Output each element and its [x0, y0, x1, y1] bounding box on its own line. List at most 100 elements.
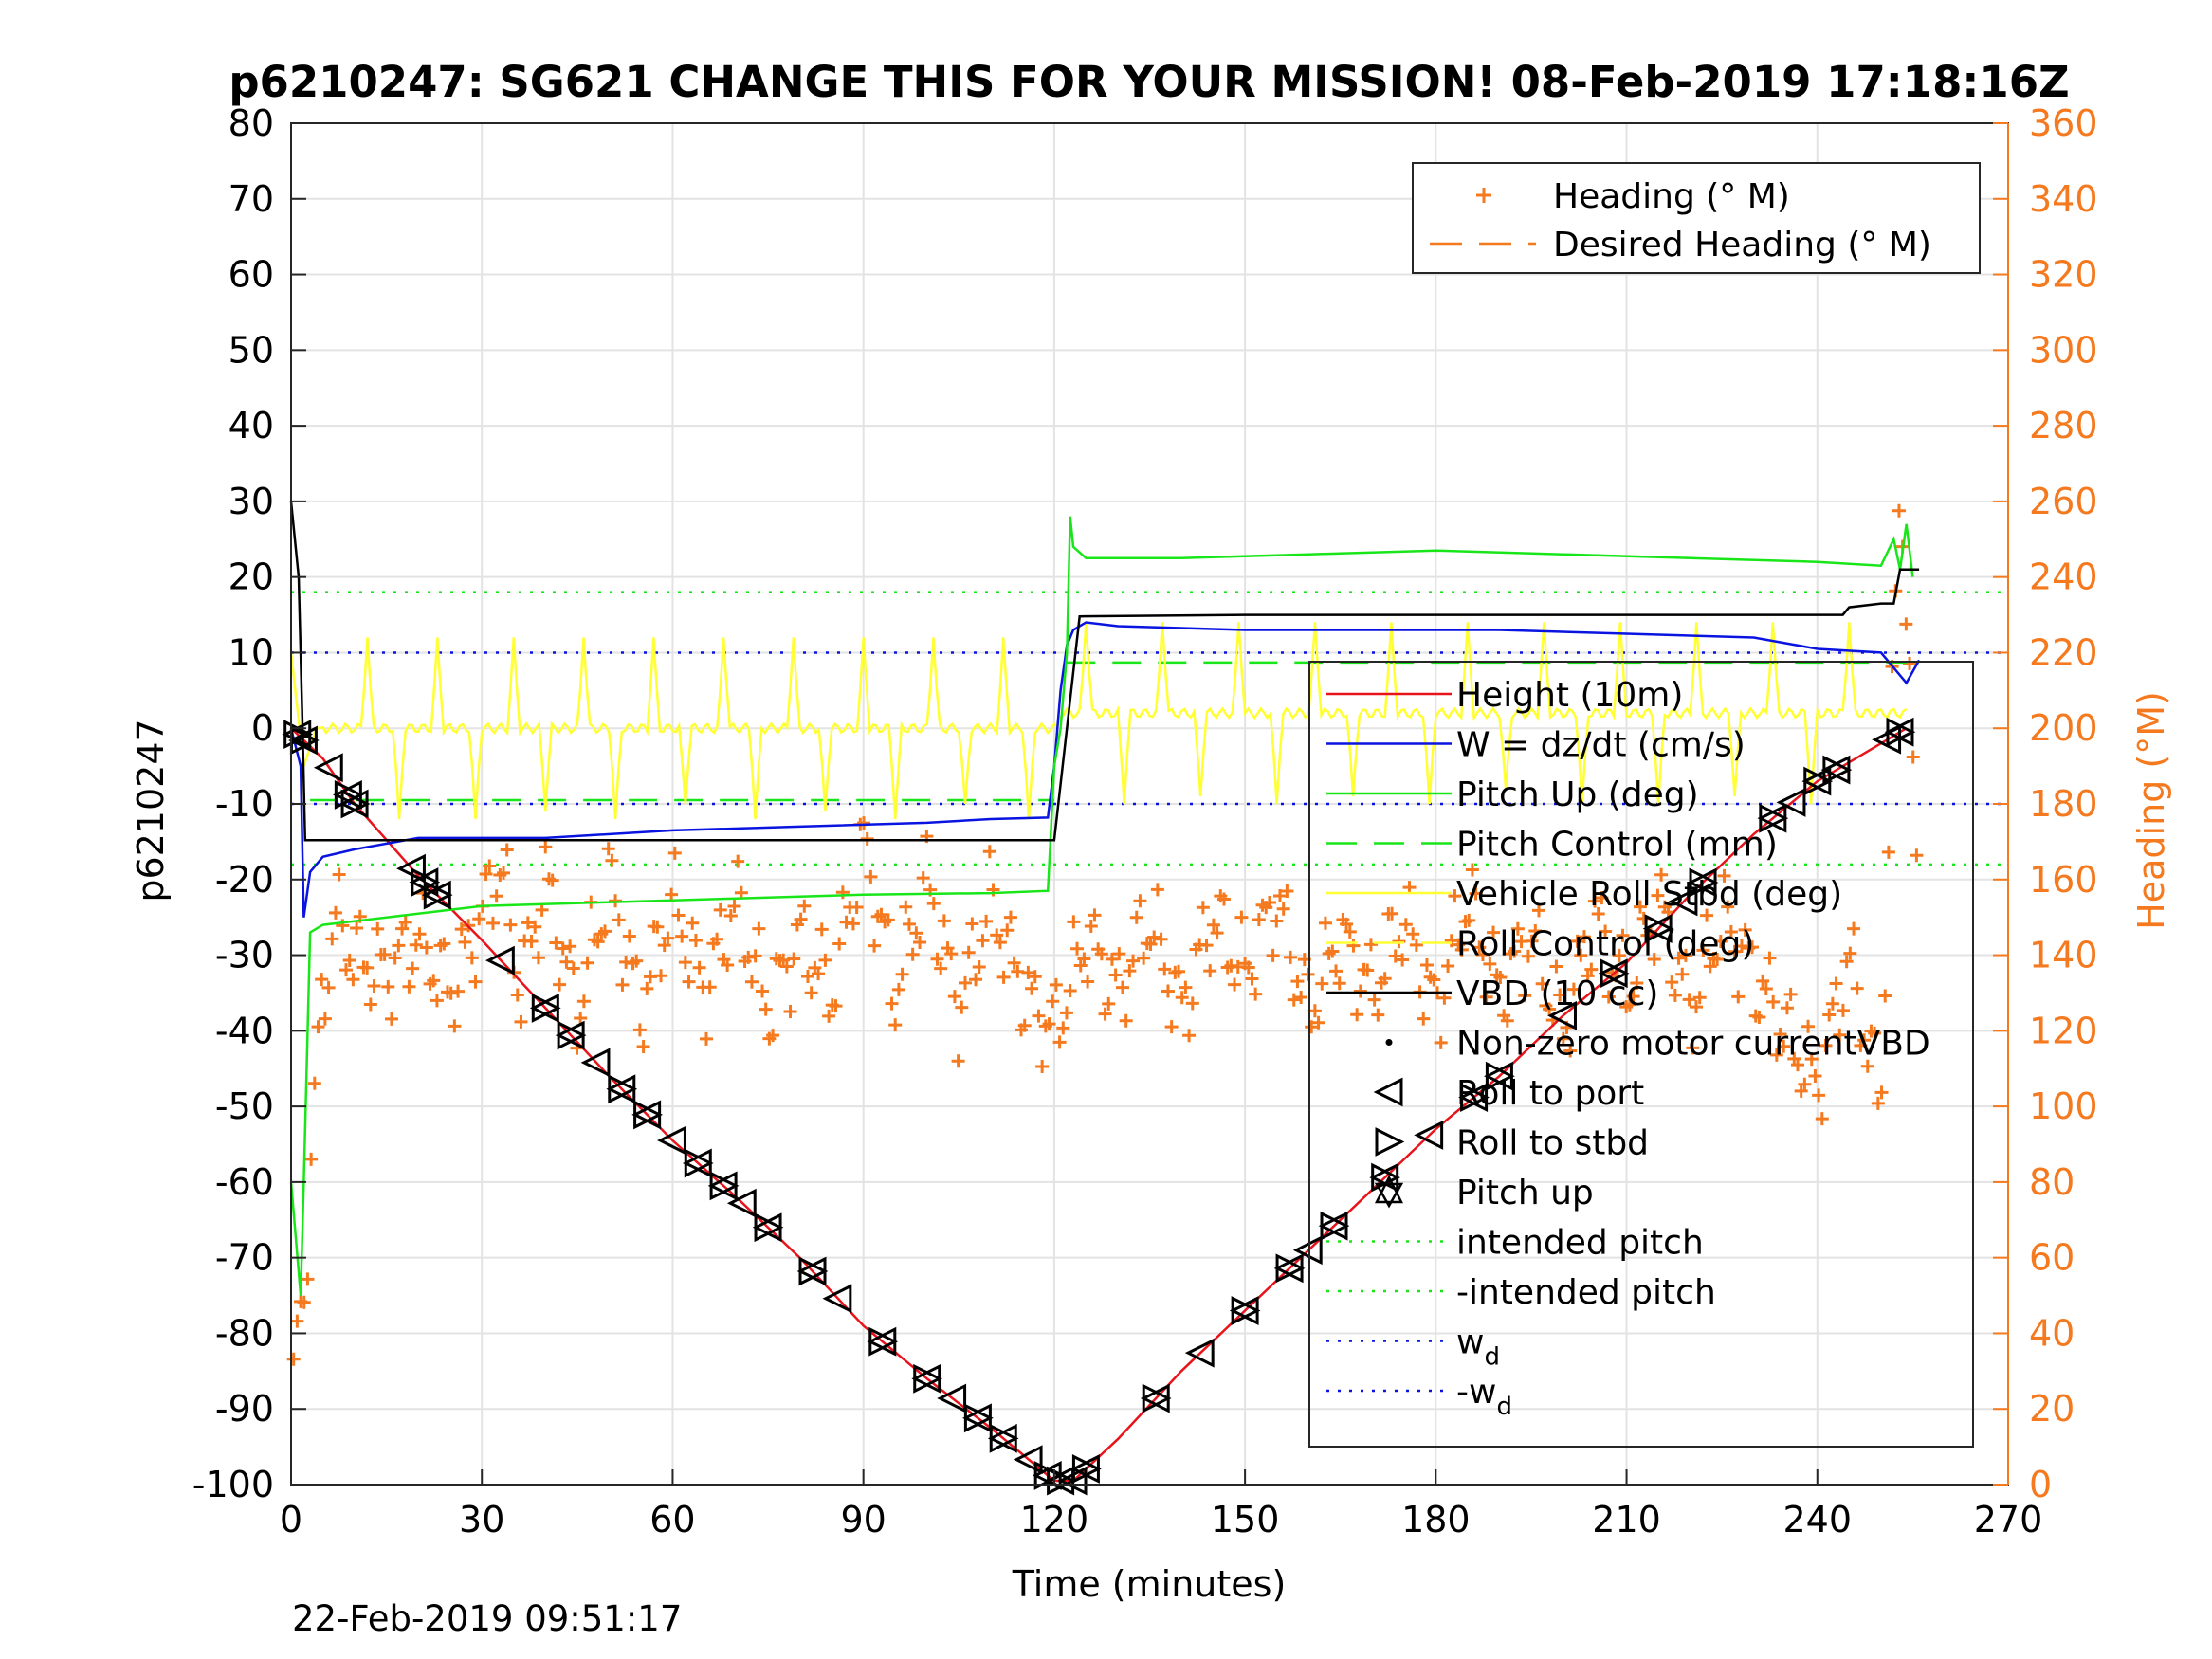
- heading-point: [528, 920, 542, 934]
- heading-point: [1651, 888, 1665, 902]
- heading-point: [1839, 955, 1854, 969]
- heading-point: [1713, 935, 1728, 948]
- heading-point: [1696, 943, 1710, 957]
- heading-point: [1535, 976, 1549, 991]
- legend-entry-label: Pitch Control (mm): [1456, 826, 1778, 865]
- heading-point: [868, 939, 882, 953]
- heading-point: [1808, 1068, 1822, 1083]
- heading-point: [1028, 970, 1042, 984]
- heading-point: [1234, 910, 1249, 924]
- roll-port-marker: [657, 1125, 686, 1156]
- heading-point: [965, 917, 979, 931]
- heading-point: [1746, 940, 1760, 955]
- heading-point: [1518, 989, 1532, 1003]
- heading-point: [1878, 989, 1892, 1003]
- heading-point: [444, 986, 458, 1000]
- heading-point: [1175, 991, 1189, 1005]
- heading-point: [1287, 993, 1301, 1007]
- roll-stbd-marker: [963, 1403, 994, 1433]
- roll-stbd-marker: [1600, 958, 1630, 989]
- heading-point: [531, 951, 545, 965]
- heading-point: [1441, 958, 1455, 973]
- heading-point: [1361, 963, 1375, 977]
- heading-point: [744, 975, 759, 989]
- heading-point: [667, 846, 682, 860]
- legend-entry-label: Height (10m): [1456, 676, 1683, 715]
- roll-stbd-marker: [1689, 867, 1719, 898]
- heading-point: [1682, 993, 1696, 1007]
- legend-entry-label: Roll Control (deg): [1456, 925, 1754, 964]
- roll-port-marker: [1776, 787, 1806, 817]
- heading-point: [363, 997, 377, 1012]
- heading-point: [1574, 948, 1588, 962]
- x-tick-label: 240: [1783, 1499, 1853, 1540]
- heading-point: [360, 960, 375, 975]
- y-axis-label: p6210247: [130, 719, 172, 902]
- heading-point: [1417, 1012, 1431, 1026]
- heading-point: [1154, 932, 1168, 946]
- heading-point: [1822, 1008, 1837, 1022]
- heading-point: [1444, 934, 1458, 948]
- heading-point: [1129, 910, 1143, 924]
- heading-point: [756, 984, 770, 998]
- roll-port-marker: [822, 1284, 852, 1314]
- roll-port-marker: [1184, 1338, 1215, 1368]
- heading-point: [1378, 972, 1392, 986]
- y-tick-label: 60: [229, 254, 274, 296]
- heading-point: [675, 929, 689, 943]
- heading-point: [1367, 993, 1381, 1007]
- heading-point: [1147, 930, 1161, 944]
- legend-main: Height (10m) W = dz/dt (cm/s) Pitch Up (de…: [1308, 661, 1974, 1448]
- roll-stbd-marker: [1886, 717, 1916, 747]
- heading-point: [342, 953, 356, 967]
- heading-point: [688, 933, 703, 947]
- heading-point: [1588, 894, 1602, 908]
- heading-point: [1654, 867, 1669, 882]
- heading-point: [521, 916, 535, 930]
- heading-point: [1801, 1019, 1816, 1033]
- heading-point: [678, 956, 692, 970]
- roll-stbd-marker: [754, 1212, 784, 1243]
- heading-point: [727, 900, 741, 914]
- heading-point: [1088, 908, 1102, 922]
- heading-point: [1392, 935, 1406, 949]
- heading-point: [779, 959, 794, 974]
- heading-point: [1081, 975, 1095, 989]
- y-tick-label: 40: [229, 405, 274, 447]
- heading-point: [290, 1314, 304, 1328]
- roll-stbd-marker: [684, 1148, 714, 1178]
- heading-point: [545, 873, 559, 887]
- heading-point: [930, 952, 944, 966]
- heading-point: [1396, 953, 1410, 967]
- heading-point: [1406, 927, 1420, 941]
- heading-point: [1056, 1021, 1070, 1035]
- heading-point: [1448, 889, 1462, 903]
- heading-point: [1143, 938, 1158, 952]
- x-tick-label: 0: [280, 1499, 302, 1540]
- heading-point: [731, 854, 745, 868]
- roll-stbd-marker: [798, 1256, 829, 1286]
- y2-tick-label: 200: [2029, 707, 2098, 749]
- roll-port-marker: [580, 1048, 611, 1078]
- heading-point: [850, 901, 864, 915]
- y-tick-label: -80: [215, 1312, 274, 1354]
- heading-point: [686, 916, 700, 930]
- legend-entry-label: Heading (° M): [1553, 177, 1790, 216]
- heading-point: [574, 1012, 588, 1026]
- heading-point: [1647, 953, 1661, 967]
- chart-title: p6210247: SG621 CHANGE THIS FOR YOUR MIS…: [229, 57, 2069, 107]
- heading-point: [1137, 951, 1151, 965]
- heading-point: [612, 913, 626, 927]
- heading-point: [986, 883, 1000, 897]
- heading-point: [1563, 1044, 1578, 1058]
- legend-entry-label: Roll to stbd: [1456, 1124, 1649, 1163]
- heading-point: [1164, 1020, 1179, 1034]
- y2-tick-label: 340: [2029, 178, 2098, 220]
- heading-point: [500, 843, 514, 857]
- heading-point: [1483, 957, 1497, 971]
- heading-point: [556, 941, 570, 956]
- heading-point: [1728, 944, 1742, 958]
- legend-pitch-up-symbol: [1374, 1175, 1404, 1209]
- heading-point: [392, 939, 406, 953]
- heading-point: [934, 961, 948, 975]
